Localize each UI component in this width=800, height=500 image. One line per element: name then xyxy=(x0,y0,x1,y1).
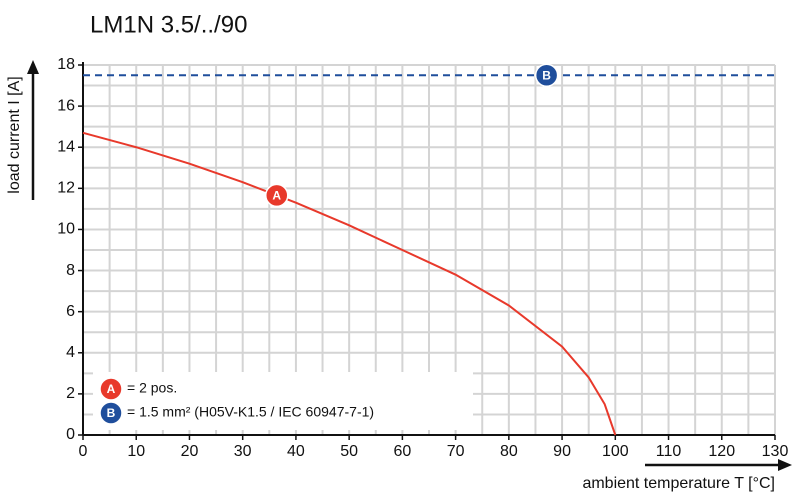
series-name: B xyxy=(542,68,551,82)
x-tick-label: 10 xyxy=(127,443,145,460)
x-tick-label: 20 xyxy=(181,443,199,460)
series-badge xyxy=(265,183,289,208)
x-tick-label: 120 xyxy=(708,443,735,460)
series-badge xyxy=(534,63,559,88)
x-tick-label: 30 xyxy=(234,443,252,460)
y-tick-label: 14 xyxy=(57,138,75,155)
x-tick-label: 130 xyxy=(762,443,789,460)
x-tick-label: 90 xyxy=(553,443,571,460)
x-tick-label: 60 xyxy=(393,443,411,460)
y-tick-label: 6 xyxy=(66,303,75,320)
y-tick-label: 0 xyxy=(66,426,75,443)
legend-text: = 1.5 mm² (H05V-K1.5 / IEC 60947-7-1) xyxy=(127,404,374,420)
chart-title: LM1N 3.5/../90 xyxy=(90,11,247,38)
x-tick-label: 70 xyxy=(447,443,465,460)
y-tick-label: 12 xyxy=(57,180,75,197)
x-tick-label: 50 xyxy=(340,443,358,460)
y-arrow-head xyxy=(27,60,39,74)
y-tick-label: 8 xyxy=(66,262,75,279)
y-tick-label: 16 xyxy=(57,97,75,114)
series-name: A xyxy=(107,382,116,396)
y-tick-label: 18 xyxy=(57,56,75,73)
y-tick-label: 10 xyxy=(57,221,75,238)
legend-text: = 2 pos. xyxy=(127,380,177,396)
series-line xyxy=(82,131,617,436)
x-tick-label: 40 xyxy=(287,443,305,460)
x-tick-label: 100 xyxy=(602,443,629,460)
series-name: A xyxy=(272,188,281,202)
x-axis-label: ambient temperature T [°C] xyxy=(582,475,775,492)
legend-box xyxy=(93,372,473,430)
x-tick-label: 80 xyxy=(500,443,518,460)
series-name: B xyxy=(107,406,116,420)
x-tick-label: 110 xyxy=(656,443,682,460)
series-badge xyxy=(99,401,123,425)
x-arrow-head xyxy=(778,459,792,471)
y-axis-label: load current I [A] xyxy=(6,76,23,193)
plot: A A = 2 pos. B B = 1.5 mm² (H05V-K1.5 / IEC 6… xyxy=(82,63,775,436)
y-tick-label: 4 xyxy=(66,344,75,361)
x-tick-label: 0 xyxy=(79,443,88,460)
y-tick-label: 2 xyxy=(66,385,75,402)
series-badge xyxy=(99,377,123,401)
